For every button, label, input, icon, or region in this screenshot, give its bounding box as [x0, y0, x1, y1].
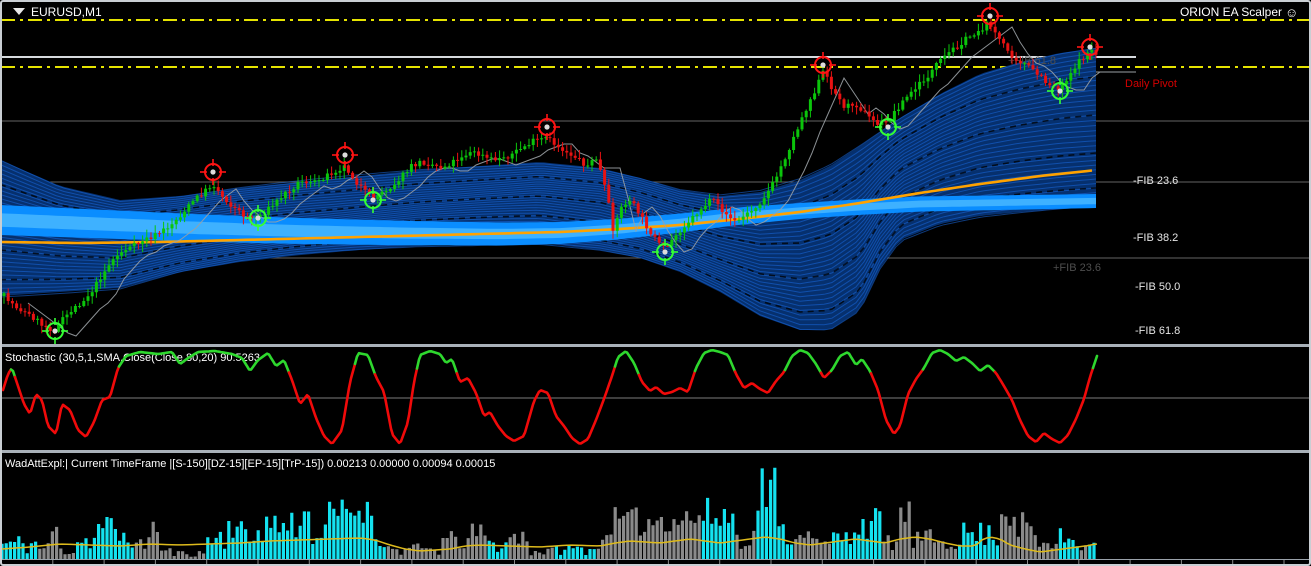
smiley-icon: ☺	[1285, 5, 1298, 20]
panel-separator-2[interactable]	[0, 450, 1311, 453]
panel-separator-1[interactable]	[0, 344, 1311, 347]
stochastic-panel: Stochastic (30,5,1,SMA,Close(Close,80,20…	[1, 348, 1309, 445]
signal-marker-sell	[1077, 34, 1103, 60]
fib-382-label: -FIB 38.2	[1133, 232, 1178, 244]
signal-marker-buy	[245, 205, 271, 231]
fib-236-label: -FIB 23.6	[1133, 175, 1178, 187]
wadatt-label: WadAttExpl:| Current TimeFrame |[S-150][…	[5, 458, 495, 470]
wadatt-signal-line	[1, 536, 1098, 553]
fib-plus-236-label: +FIB 23.6	[1053, 262, 1101, 274]
time-axis[interactable]	[0, 559, 1311, 566]
wadatt-panel: WadAttExpl:| Current TimeFrame |[S-150][…	[0, 458, 1098, 559]
signal-marker-buy	[875, 114, 901, 140]
trade-signal-markers	[42, 3, 1103, 344]
symbol-timeframe-label[interactable]: EURUSD,M1	[31, 5, 102, 19]
signal-marker-buy	[360, 187, 386, 213]
ea-name-label: ORION EA Scalper	[1180, 5, 1282, 19]
stoch-line-series	[1, 348, 1099, 445]
stochastic-label: Stochastic (30,5,1,SMA,Close(Close,80,20…	[5, 352, 260, 364]
fib-500-label: -FIB 50.0	[1135, 281, 1180, 293]
signal-marker-buy	[1047, 78, 1073, 104]
signal-marker-sell	[332, 142, 358, 168]
signal-marker-sell	[200, 159, 226, 185]
fib-618-label: -FIB 61.8	[1135, 325, 1180, 337]
main-chart-panel: +FIB 61.8 +FIB 23.6 Daily Pivot -FIB 23.…	[0, 3, 1309, 344]
orange-ma-line	[0, 169, 1093, 245]
signal-marker-sell	[534, 114, 560, 140]
lag-step-line	[27, 26, 1124, 337]
ma-ribbon	[0, 47, 1097, 331]
signal-marker-buy	[42, 318, 68, 344]
symbol-dropdown-icon[interactable]	[13, 8, 25, 15]
daily-pivot-label: Daily Pivot	[1125, 78, 1177, 90]
signal-marker-sell	[810, 52, 836, 78]
candlestick-series	[2, 14, 1098, 339]
signal-marker-buy	[652, 239, 678, 265]
signal-marker-sell	[977, 3, 1003, 29]
right-margin-labels: Daily Pivot -FIB 23.6 -FIB 38.2 -FIB 50.…	[1125, 78, 1180, 337]
chart-header: EURUSD,M1 ORION EA Scalper ☺	[13, 5, 1298, 20]
wadatt-histogram	[0, 467, 1096, 559]
